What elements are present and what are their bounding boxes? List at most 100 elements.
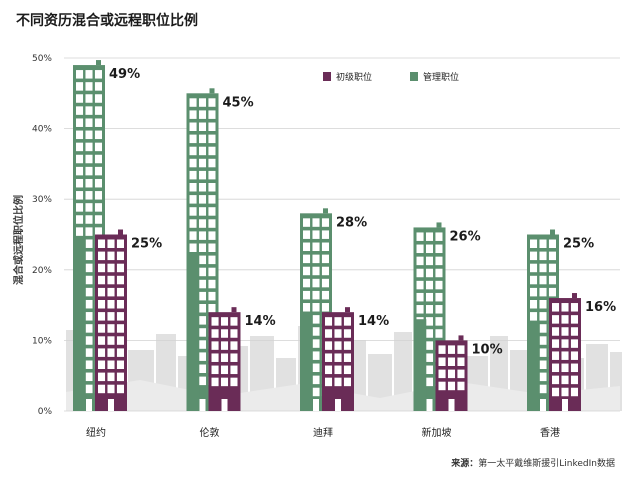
bar-window	[425, 292, 434, 302]
bar-window	[425, 365, 434, 375]
bar-window	[116, 384, 124, 394]
bar-window	[539, 348, 547, 357]
bar-window	[325, 329, 333, 338]
bar-window	[321, 278, 329, 288]
data-label-management: 49%	[109, 67, 140, 82]
bar-window	[208, 134, 216, 144]
bar-window	[220, 329, 229, 338]
bar-window	[325, 317, 333, 326]
bar-window	[334, 353, 342, 362]
bar-window	[107, 300, 115, 309]
bar-window	[425, 353, 434, 362]
bar-window	[107, 372, 115, 382]
bar-window	[189, 98, 197, 107]
bar-window	[198, 291, 207, 301]
bar-window	[312, 351, 320, 360]
bar-rooftop	[345, 307, 350, 313]
bar-window	[552, 303, 560, 312]
bar-window	[76, 106, 84, 115]
bar-window	[211, 341, 219, 350]
bar-window	[220, 341, 229, 350]
bar-rooftop	[572, 293, 577, 299]
bar-window	[435, 232, 443, 241]
bar-window	[539, 360, 547, 369]
bar-window	[85, 275, 93, 285]
bar-window	[325, 341, 333, 350]
bar-window	[198, 328, 207, 337]
bar-window	[198, 158, 207, 168]
data-label-junior: 16%	[585, 300, 616, 315]
bar-window	[189, 219, 197, 228]
bar-window	[312, 339, 320, 348]
bar-window	[312, 327, 320, 336]
bar-window	[447, 369, 456, 379]
bar-window	[211, 377, 219, 387]
bar-window	[321, 218, 329, 227]
bar-window	[435, 244, 443, 254]
bar-window	[198, 207, 207, 216]
bar-window	[343, 365, 351, 375]
bar-window	[85, 142, 93, 152]
bar-window	[425, 305, 434, 314]
bar-window	[438, 357, 446, 366]
bar-door	[108, 399, 114, 411]
bar-window	[552, 327, 560, 336]
bar-window	[189, 122, 197, 131]
bar-junior	[322, 307, 354, 411]
bar-window	[76, 191, 84, 200]
bar-window	[447, 381, 456, 391]
bar-window	[220, 317, 229, 326]
bar-window	[425, 317, 434, 326]
bar-window	[116, 312, 124, 321]
bar-window	[303, 266, 311, 276]
y-tick-label: 30%	[32, 195, 52, 205]
bar-window	[94, 70, 102, 79]
bar-window	[208, 279, 216, 289]
bar-window	[435, 268, 443, 278]
bar-window	[85, 118, 93, 127]
bar-window	[198, 170, 207, 180]
bar-window	[98, 275, 106, 285]
bar-window	[98, 239, 106, 248]
bar-window	[438, 369, 446, 379]
bar-window	[189, 207, 197, 216]
legend: 初级职位 管理职位	[323, 71, 459, 83]
bar-window	[208, 255, 216, 265]
bar-window	[94, 166, 102, 176]
data-labels: 49% 25% 45% 14% 28% 14% 26% 10% 25% 16%	[109, 67, 616, 357]
bar-window	[76, 142, 84, 152]
bar-window	[116, 239, 124, 248]
bar-window	[85, 166, 93, 176]
bar-window	[457, 357, 465, 366]
bar-door	[562, 399, 568, 411]
bar-window	[94, 118, 102, 127]
bar-management	[186, 88, 219, 412]
bar-window	[552, 351, 560, 360]
bar-window	[552, 375, 560, 385]
x-tick-label: 香港	[540, 427, 560, 439]
bar-window	[230, 341, 238, 350]
bar-window	[85, 287, 93, 297]
bar-window	[343, 377, 351, 387]
bar-window	[107, 348, 115, 357]
bar-window	[447, 357, 456, 366]
bar-window	[435, 329, 443, 338]
bar-window	[416, 232, 424, 241]
bar-window	[189, 170, 197, 180]
bar-window	[539, 324, 547, 333]
bar-window	[76, 154, 84, 164]
bar-window	[85, 130, 93, 140]
bar-window	[116, 336, 124, 345]
bar-window	[208, 146, 216, 156]
bar-window	[435, 256, 443, 266]
bar-window	[211, 365, 219, 375]
bar-window	[416, 292, 424, 302]
bar-window	[85, 360, 93, 369]
bar-window	[230, 353, 238, 362]
bar-window	[76, 130, 84, 140]
bar-window	[85, 299, 93, 309]
bar-window	[447, 345, 456, 354]
bar-window	[312, 266, 320, 276]
source-text: 第一太平戴维斯援引LinkedIn数据	[478, 459, 615, 469]
bar-window	[76, 166, 84, 176]
